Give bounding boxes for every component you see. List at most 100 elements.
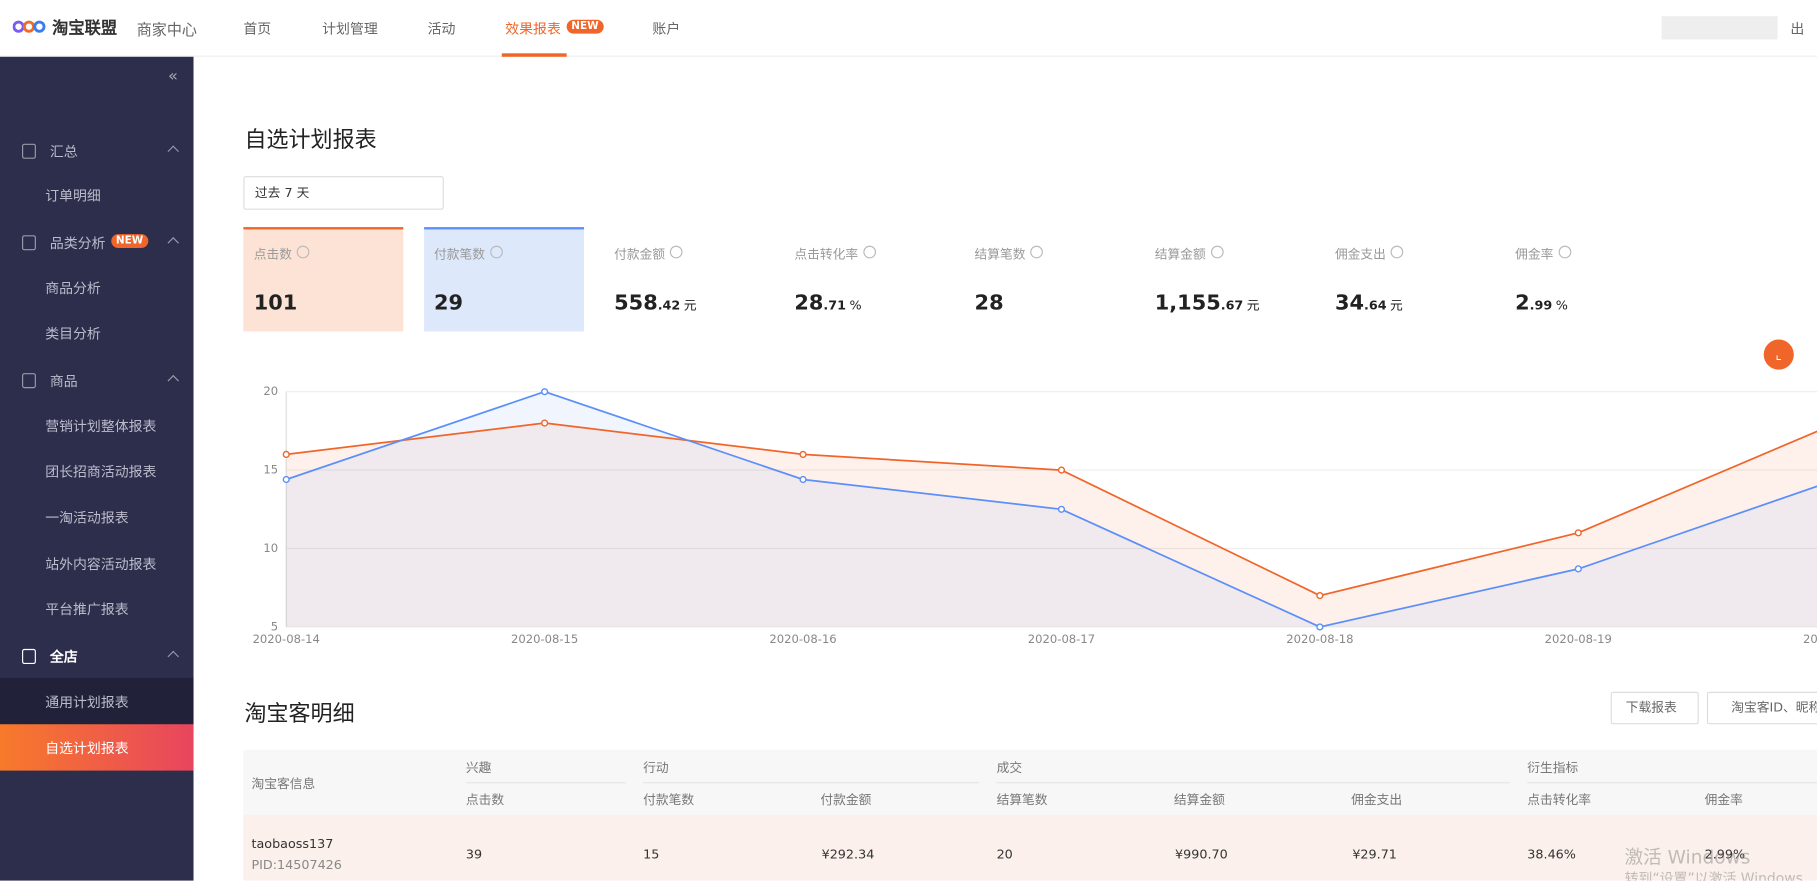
kpi-dec: .99 xyxy=(1529,297,1553,313)
chart-type-button[interactable]: ⌞ xyxy=(1763,339,1794,370)
y-tick-label: 20 xyxy=(263,384,278,398)
point xyxy=(282,450,290,458)
kpi-value: 34.64 元 xyxy=(1335,291,1403,315)
range-select[interactable]: 过去 7 天 xyxy=(243,176,444,210)
info-icon xyxy=(1030,245,1043,259)
brand-sub: 商家中心 xyxy=(136,22,198,40)
col-header: 点击数 xyxy=(465,792,505,808)
cell-pid: PID:14507426 xyxy=(251,857,342,873)
brand: 淘宝联盟 xyxy=(52,19,118,39)
sidebar-group[interactable]: 商品 xyxy=(49,373,78,390)
cell: ¥29.71 xyxy=(1352,847,1397,863)
logo xyxy=(12,20,46,33)
point xyxy=(1057,466,1066,474)
info-icon xyxy=(1390,245,1404,259)
nav-item[interactable]: 活动 xyxy=(427,20,456,38)
kpi-value: 101 xyxy=(254,291,298,315)
group-underline xyxy=(1527,782,1817,784)
cell-name: taobaoss137 xyxy=(251,836,334,852)
item-bg xyxy=(0,677,194,725)
kpi-card[interactable] xyxy=(423,227,584,332)
nav-item[interactable]: 效果报表 xyxy=(505,20,561,38)
search-box[interactable]: 淘宝客ID、昵称 xyxy=(1706,691,1817,725)
group-underline xyxy=(465,782,626,784)
point xyxy=(1316,591,1324,600)
kpi-dec: .67 xyxy=(1220,297,1244,313)
kpi-value: 558.42 元 xyxy=(614,291,696,315)
col-info: 淘宝客信息 xyxy=(251,776,316,792)
nav-item[interactable]: 账户 xyxy=(652,20,681,38)
sidebar-item[interactable]: 团长招商活动报表 xyxy=(45,463,157,480)
col-header: 付款金额 xyxy=(820,792,872,808)
group-icon xyxy=(22,235,36,251)
col-header: 佣金支出 xyxy=(1351,792,1403,808)
point xyxy=(1057,505,1066,513)
col-header: 结算金额 xyxy=(1173,792,1225,808)
point xyxy=(799,450,807,458)
sidebar-item[interactable]: 站外内容活动报表 xyxy=(45,556,157,573)
col-group: 兴趣 xyxy=(465,760,492,776)
download-button[interactable]: 下载报表 xyxy=(1610,691,1699,725)
nav-badge: NEW xyxy=(566,19,604,34)
info-icon xyxy=(669,245,683,259)
point xyxy=(799,475,807,484)
cell: 15 xyxy=(643,847,660,863)
kpi-label: 佣金率 xyxy=(1515,246,1554,262)
nav-item[interactable]: 计划管理 xyxy=(322,20,378,38)
sidebar-item[interactable]: 平台推广报表 xyxy=(45,601,129,618)
col-group: 行动 xyxy=(643,760,669,776)
table-row xyxy=(243,814,1817,881)
report-title: 自选计划报表 xyxy=(244,127,377,153)
cell: 20 xyxy=(996,847,1013,863)
kpi-unit: 元 xyxy=(683,297,697,313)
sidebar-item[interactable]: 自选计划报表 xyxy=(45,740,129,757)
point xyxy=(541,419,549,427)
col-header: 付款笔数 xyxy=(643,792,695,808)
kpi-card[interactable] xyxy=(243,227,404,332)
sidebar-item[interactable]: 通用计划报表 xyxy=(45,694,129,711)
kpi-unit: % xyxy=(1555,297,1568,313)
sidebar-item[interactable]: 订单明细 xyxy=(45,187,101,204)
group-icon xyxy=(22,648,36,664)
col-header: 佣金率 xyxy=(1704,792,1743,808)
x-tick-label: 2020-08-14 xyxy=(253,632,320,646)
sidebar-item[interactable]: 一淘活动报表 xyxy=(45,509,129,527)
col-group: 衍生指标 xyxy=(1527,760,1579,776)
sidebar-item[interactable]: 商品分析 xyxy=(45,280,101,297)
group-underline xyxy=(996,782,1510,784)
kpi-dec: .64 xyxy=(1363,297,1387,313)
cell: 39 xyxy=(465,847,483,863)
sidebar-item[interactable]: 营销计划整体报表 xyxy=(45,418,157,435)
collapse-button[interactable]: « xyxy=(168,67,178,86)
kpi-unit: 元 xyxy=(1246,297,1260,313)
logout[interactable]: 出 xyxy=(1790,20,1805,38)
point xyxy=(1574,565,1582,573)
kpi-label: 点击转化率 xyxy=(794,246,859,262)
x-tick-label: 2020-08-20 xyxy=(1803,632,1817,646)
kpi-unit: % xyxy=(849,297,862,313)
kpi-value: 2.99% xyxy=(1515,291,1568,315)
kpi-value: 1,155.67 元 xyxy=(1155,291,1260,315)
sidebar-group[interactable]: 汇总 xyxy=(49,143,78,160)
info-icon xyxy=(296,245,310,259)
area xyxy=(286,391,1817,627)
x-tick-label: 2020-08-18 xyxy=(1286,632,1353,646)
kpi-int: 29 xyxy=(433,290,464,316)
sidebar-item[interactable]: 类目分析 xyxy=(45,325,101,342)
sidebar-group[interactable]: 全店 xyxy=(49,648,78,666)
kpi-int: 101 xyxy=(253,290,298,316)
kpi-label: 佣金支出 xyxy=(1334,246,1386,262)
col-header: 结算笔数 xyxy=(996,792,1048,808)
y-tick-label: 15 xyxy=(263,463,278,477)
kpi-value: 29 xyxy=(434,291,463,315)
x-tick-label: 2020-08-19 xyxy=(1545,632,1612,646)
col-header: 点击转化率 xyxy=(1527,792,1592,808)
kpi-unit: 元 xyxy=(1390,297,1403,313)
kpi-label: 付款笔数 xyxy=(433,246,485,262)
nav-item[interactable]: 首页 xyxy=(243,20,272,38)
sidebar-group[interactable]: 品类分析 xyxy=(49,235,106,252)
cell: 2.99% xyxy=(1704,847,1746,863)
